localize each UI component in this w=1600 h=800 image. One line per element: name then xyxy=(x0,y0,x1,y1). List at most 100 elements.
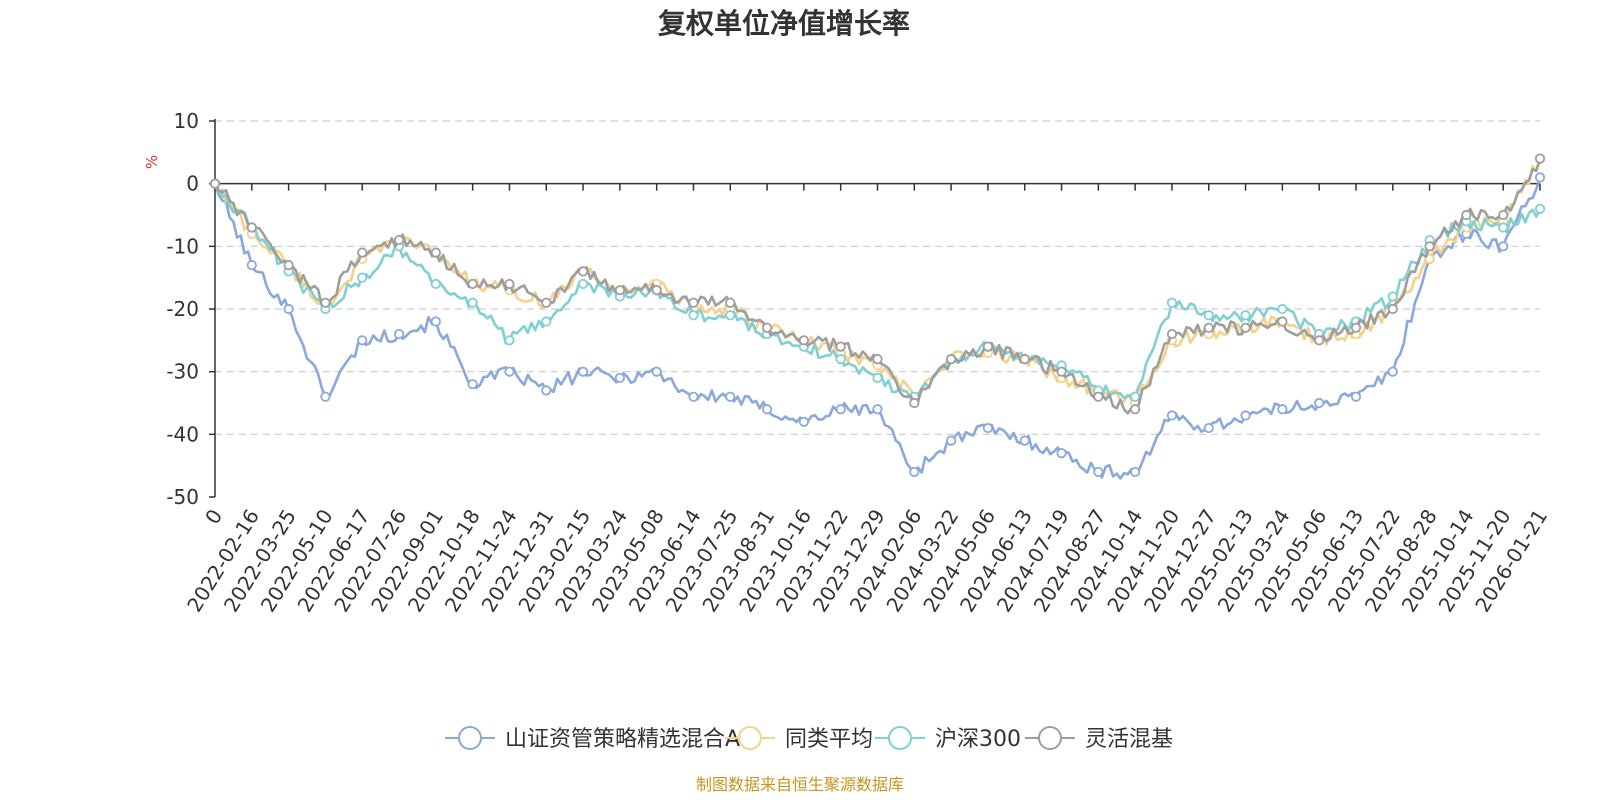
data-point xyxy=(798,416,809,427)
data-point xyxy=(872,354,883,365)
data-point xyxy=(1093,466,1104,478)
data-point xyxy=(872,372,883,384)
data-point xyxy=(1498,241,1509,252)
data-point xyxy=(283,303,294,315)
data-point xyxy=(577,278,589,290)
y-tick-label: -50 xyxy=(166,485,199,509)
data-point xyxy=(504,278,515,290)
data-point xyxy=(1130,391,1141,402)
data-point xyxy=(246,260,257,271)
data-point xyxy=(1166,328,1178,340)
data-point xyxy=(430,316,441,327)
data-point xyxy=(577,366,589,377)
data-point xyxy=(1350,391,1362,402)
data-point xyxy=(393,328,405,340)
y-tick-label: -40 xyxy=(166,422,199,446)
data-point xyxy=(1534,172,1546,183)
data-point xyxy=(1240,410,1251,421)
data-point xyxy=(909,466,920,478)
data-point xyxy=(725,297,736,308)
data-point xyxy=(1424,241,1435,252)
data-point xyxy=(1093,391,1104,402)
data-point xyxy=(1387,366,1398,377)
data-point xyxy=(688,297,699,308)
data-point xyxy=(688,310,699,321)
legend-label: 沪深300 xyxy=(935,727,1021,752)
data-point xyxy=(982,341,994,352)
data-point xyxy=(761,404,773,415)
data-point xyxy=(1130,404,1141,415)
data-point xyxy=(1277,316,1288,327)
data-point xyxy=(357,335,368,346)
data-point xyxy=(1534,203,1546,214)
data-point xyxy=(467,278,478,290)
data-point xyxy=(1277,303,1288,315)
data-point xyxy=(761,322,773,333)
data-point xyxy=(798,335,809,346)
data-point xyxy=(725,310,736,321)
y-tick-label: -10 xyxy=(166,234,199,258)
data-point xyxy=(577,266,589,277)
data-point xyxy=(1387,303,1398,315)
data-point xyxy=(1277,404,1288,415)
data-point xyxy=(246,222,257,233)
data-point xyxy=(541,316,552,327)
y-tick-label: -30 xyxy=(166,360,199,384)
legend-item-3[interactable]: 灵活混基 xyxy=(1025,726,1173,752)
data-point xyxy=(1166,410,1178,421)
legend[interactable]: 山证资管策略精选混合A 同类平均 沪深300 灵活混基 xyxy=(445,726,1173,752)
data-point xyxy=(1130,466,1141,478)
series-1 xyxy=(209,153,1546,409)
data-point xyxy=(1498,222,1509,233)
data-point xyxy=(1240,322,1251,333)
data-point xyxy=(1203,310,1214,321)
series-0 xyxy=(209,172,1546,480)
data-point xyxy=(946,435,957,446)
legend-marker xyxy=(458,726,482,750)
legend-marker xyxy=(1038,726,1062,750)
data-point xyxy=(1314,397,1325,409)
data-point xyxy=(357,272,368,283)
data-point xyxy=(835,404,846,415)
data-point xyxy=(651,366,662,377)
legend-item-1[interactable]: 同类平均 xyxy=(725,726,873,752)
data-point xyxy=(651,285,662,296)
data-point xyxy=(1498,209,1509,221)
grid-lines xyxy=(215,120,1540,435)
data-point xyxy=(909,397,920,409)
data-point xyxy=(1314,335,1325,346)
x-tick-label: 0 xyxy=(200,505,227,529)
axes xyxy=(214,119,1540,497)
data-point xyxy=(430,278,441,290)
data-point xyxy=(1019,435,1030,446)
data-point xyxy=(393,234,405,246)
legend-marker xyxy=(738,726,762,750)
series-lines xyxy=(209,153,1546,480)
data-point xyxy=(946,354,957,365)
data-point xyxy=(357,247,368,258)
data-point xyxy=(467,297,478,308)
data-point xyxy=(1350,322,1362,333)
data-point xyxy=(835,354,846,365)
data-source-note: 制图数据来自恒生聚源数据库 xyxy=(696,775,904,794)
y-tick-label: -20 xyxy=(166,297,199,321)
data-point xyxy=(320,297,331,308)
legend-item-0[interactable]: 山证资管策略精选混合A xyxy=(445,726,740,752)
data-point xyxy=(283,260,294,271)
data-point xyxy=(982,422,994,434)
legend-label: 山证资管策略精选混合A xyxy=(505,727,740,752)
series-line xyxy=(213,177,1542,480)
data-point xyxy=(209,178,221,189)
data-point xyxy=(614,285,625,296)
data-point xyxy=(541,385,552,396)
data-point xyxy=(1166,297,1178,308)
legend-item-2[interactable]: 沪深300 xyxy=(875,726,1021,752)
data-point xyxy=(1056,366,1067,377)
data-point xyxy=(1203,422,1214,434)
chart-title: 复权单位净值增长率 xyxy=(658,7,910,40)
data-point xyxy=(1019,354,1030,365)
data-point xyxy=(835,341,846,352)
data-point xyxy=(688,391,699,402)
legend-marker xyxy=(888,726,912,750)
data-point xyxy=(1056,448,1067,459)
